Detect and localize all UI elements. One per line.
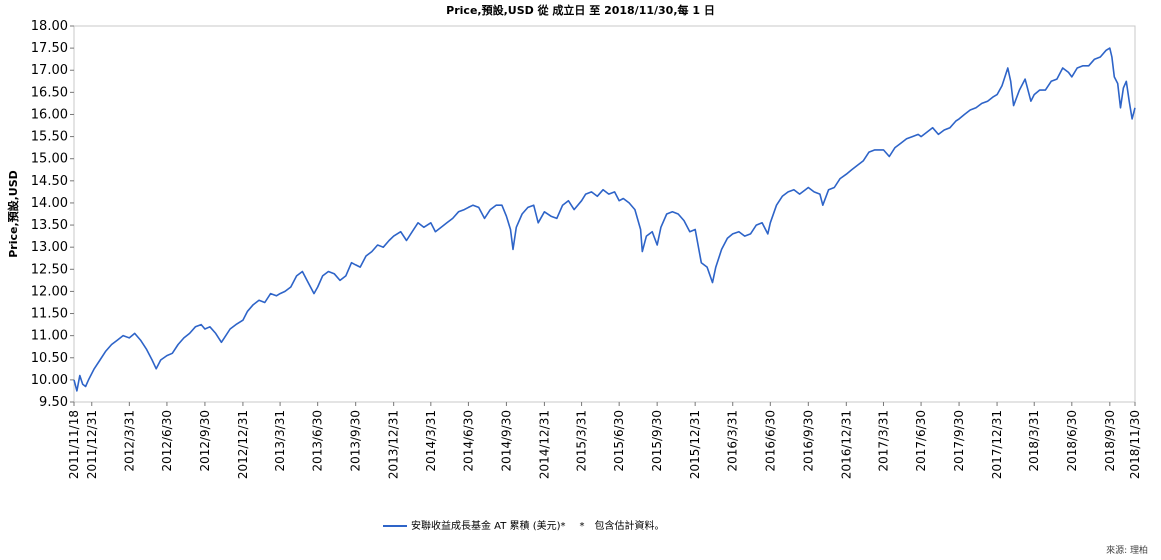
y-tick-label: 17.00 bbox=[31, 63, 68, 78]
y-tick-label: 11.00 bbox=[31, 329, 68, 344]
x-tick-label: 2018/9/30 bbox=[1103, 410, 1117, 472]
x-tick-label: 2015/9/30 bbox=[650, 410, 664, 472]
x-tick-label: 2012/6/30 bbox=[160, 410, 174, 472]
x-tick-label: 2016/9/30 bbox=[801, 410, 815, 472]
x-tick-label: 2013/9/30 bbox=[349, 410, 363, 472]
x-tick-label: 2014/12/31 bbox=[537, 410, 551, 479]
x-tick-label: 2018/3/31 bbox=[1027, 410, 1041, 472]
x-tick-label: 2014/3/31 bbox=[424, 410, 438, 472]
legend-note: * 包含估計資料。 bbox=[579, 521, 665, 532]
x-tick-label: 2018/11/30 bbox=[1128, 410, 1142, 479]
x-tick-label: 2014/9/30 bbox=[499, 410, 513, 472]
x-tick-label: 2012/3/31 bbox=[122, 410, 136, 472]
x-tick-label: 2015/6/30 bbox=[612, 410, 626, 472]
y-tick-label: 14.00 bbox=[31, 196, 68, 211]
y-tick-label: 16.00 bbox=[31, 107, 68, 122]
y-tick-label: 14.50 bbox=[31, 174, 68, 189]
legend-series-label: 安聯收益成長基金 AT 累積 (美元)* bbox=[411, 521, 566, 532]
x-tick-label: 2011/12/31 bbox=[85, 410, 99, 479]
y-tick-label: 17.50 bbox=[31, 41, 68, 56]
x-tick-label: 2017/3/31 bbox=[876, 410, 890, 472]
plot-area bbox=[73, 25, 1136, 403]
legend: 安聯收益成長基金 AT 累積 (美元)* * 包含估計資料。 bbox=[383, 517, 665, 532]
chart-title: Price,預設,USD 從 成立日 至 2018/11/30,每 1 日 bbox=[446, 4, 715, 17]
series-line-price bbox=[73, 47, 1136, 392]
x-tick-label: 2016/6/30 bbox=[763, 410, 777, 472]
y-axis-label: Price,預設,USD bbox=[6, 170, 20, 258]
y-tick-label: 10.50 bbox=[31, 351, 68, 366]
x-axis: 2011/11/18 2011/12/31 2012/3/31 2012/6/30 20… bbox=[67, 402, 1142, 479]
x-tick-label: 2016/3/31 bbox=[726, 410, 740, 472]
x-tick-label: 2017/6/30 bbox=[914, 410, 928, 472]
y-tick-label: 12.50 bbox=[31, 262, 68, 277]
x-tick-label: 2013/12/31 bbox=[387, 410, 401, 479]
x-tick-label: 2017/12/31 bbox=[990, 410, 1004, 479]
x-tick-label: 2013/6/30 bbox=[311, 410, 325, 472]
y-tick-label: 9.50 bbox=[39, 395, 68, 410]
x-tick-label: 2018/6/30 bbox=[1065, 410, 1079, 472]
y-tick-label: 16.50 bbox=[31, 85, 68, 100]
y-tick-label: 12.00 bbox=[31, 284, 68, 299]
y-tick-label: 13.50 bbox=[31, 218, 68, 233]
y-axis: 9.50 10.00 10.50 11.00 11.50 12.00 12.50 13.00 1… bbox=[31, 19, 74, 410]
y-tick-label: 18.00 bbox=[31, 19, 68, 34]
x-tick-label: 2011/11/18 bbox=[67, 410, 81, 479]
y-tick-label: 15.00 bbox=[31, 152, 68, 167]
x-tick-label: 2012/9/30 bbox=[198, 410, 212, 472]
x-tick-label: 2015/12/31 bbox=[688, 410, 702, 479]
legend-swatch bbox=[383, 525, 407, 527]
y-tick-label: 11.50 bbox=[31, 307, 68, 322]
x-tick-label: 2017/9/30 bbox=[952, 410, 966, 472]
x-tick-label: 2013/3/31 bbox=[273, 410, 287, 472]
x-tick-label: 2016/12/31 bbox=[839, 410, 853, 479]
y-tick-label: 10.00 bbox=[31, 373, 68, 388]
y-tick-label: 13.00 bbox=[31, 240, 68, 255]
y-tick-label: 15.50 bbox=[31, 130, 68, 145]
source-note: 來源: 理柏 bbox=[1106, 546, 1148, 556]
x-tick-label: 2015/3/31 bbox=[575, 410, 589, 472]
x-tick-label: 2012/12/31 bbox=[236, 410, 250, 479]
x-tick-label: 2014/6/30 bbox=[461, 410, 475, 472]
